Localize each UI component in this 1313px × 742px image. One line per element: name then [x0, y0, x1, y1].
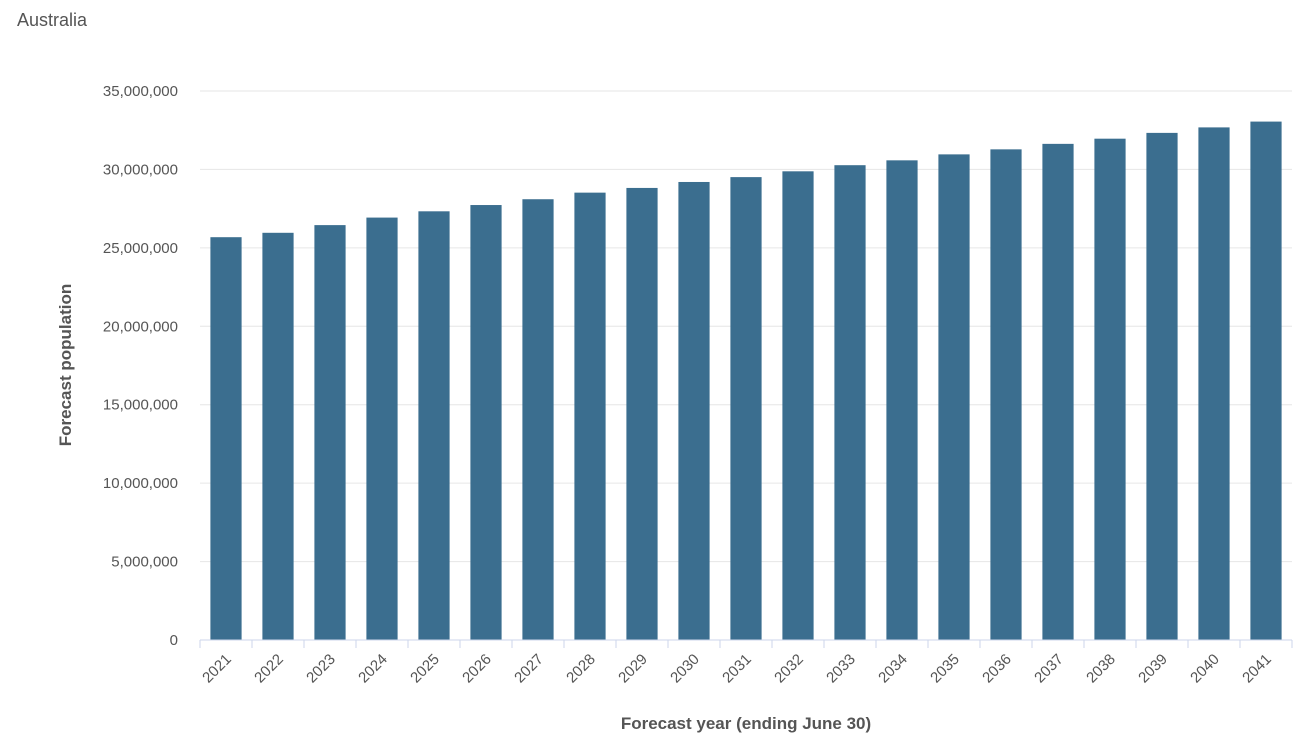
y-tick-label: 10,000,000	[103, 475, 178, 492]
bar-2025[interactable]	[418, 211, 450, 640]
x-tick-label: 2025	[407, 651, 443, 687]
bar-2028[interactable]	[574, 192, 606, 640]
bar-2034[interactable]	[886, 160, 918, 640]
bar-2038[interactable]	[1094, 138, 1126, 640]
bar-2039[interactable]	[1146, 132, 1178, 640]
x-tick-label: 2027	[511, 651, 547, 687]
x-tick-label: 2038	[1083, 651, 1119, 687]
bar-2027[interactable]	[522, 199, 554, 640]
bar-2031[interactable]	[730, 177, 762, 641]
x-tick-label: 2041	[1239, 651, 1275, 687]
x-tick-label: 2033	[823, 651, 859, 687]
y-tick-label: 20,000,000	[103, 318, 178, 335]
x-tick-label: 2040	[1187, 651, 1223, 687]
y-axis-ticks: 0 5,000,000 10,000,000 15,000,000 20,000,000…	[103, 83, 178, 649]
x-tick-label: 2030	[667, 651, 703, 687]
y-tick-label: 0	[170, 632, 178, 649]
bar-2023[interactable]	[314, 225, 346, 640]
y-tick-label: 5,000,000	[111, 554, 178, 571]
bars	[210, 121, 1282, 641]
y-axis-title: Forecast population	[56, 284, 75, 446]
bar-2029[interactable]	[626, 187, 658, 640]
bar-2041[interactable]	[1250, 121, 1282, 640]
x-tick-label: 2023	[303, 651, 339, 687]
x-tick-label: 2032	[771, 651, 807, 687]
x-tick-label: 2026	[459, 651, 495, 687]
bar-2036[interactable]	[990, 149, 1022, 640]
bar-2021[interactable]	[210, 237, 242, 640]
x-tick-label: 2021	[199, 651, 235, 687]
x-tick-label: 2035	[927, 651, 963, 687]
x-tick-label: 2028	[563, 651, 599, 687]
bar-2040[interactable]	[1198, 127, 1230, 640]
bar-2037[interactable]	[1042, 143, 1074, 641]
x-axis-ticks: 2021 2022 2023 2024 2025 2026 2027 2028 2029 2030…	[199, 640, 1293, 687]
x-tick-label: 2036	[979, 651, 1015, 687]
y-tick-label: 25,000,000	[103, 240, 178, 257]
bar-2026[interactable]	[470, 205, 502, 640]
x-tick-label: 2039	[1135, 651, 1171, 687]
x-tick-label: 2037	[1031, 651, 1067, 687]
y-tick-label: 35,000,000	[103, 83, 178, 100]
x-axis-title: Forecast year (ending June 30)	[621, 714, 871, 733]
bar-2030[interactable]	[678, 181, 710, 640]
x-tick-label: 2034	[875, 651, 911, 687]
y-tick-label: 30,000,000	[103, 161, 178, 178]
x-tick-label: 2022	[251, 651, 287, 687]
y-tick-label: 15,000,000	[103, 397, 178, 414]
bar-2033[interactable]	[834, 165, 866, 641]
bar-2032[interactable]	[782, 171, 814, 640]
bar-2035[interactable]	[938, 154, 970, 640]
chart-subtitle: Australia	[17, 10, 88, 30]
bar-2022[interactable]	[262, 232, 294, 640]
x-tick-label: 2024	[355, 651, 391, 687]
x-tick-label: 2029	[615, 651, 651, 687]
x-tick-label: 2031	[719, 651, 755, 687]
bar-2024[interactable]	[366, 217, 398, 640]
